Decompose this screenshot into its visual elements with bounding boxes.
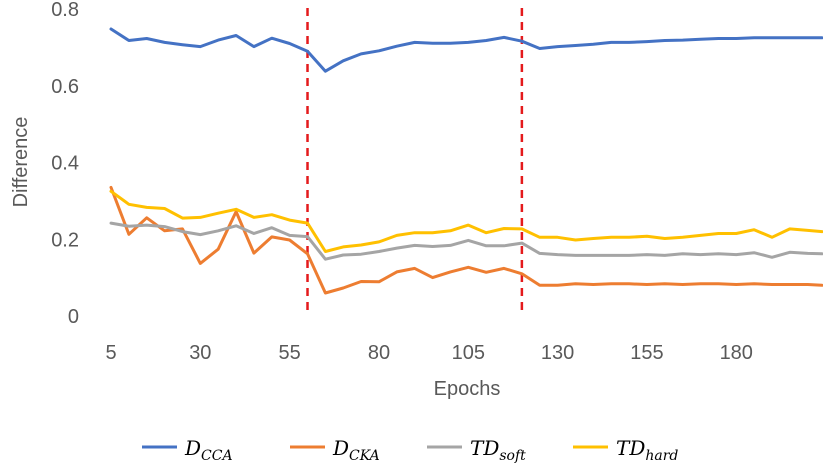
legend: DCCA DCKA TDsoft TDhard: [142, 436, 678, 464]
legend-label-main: D: [332, 436, 349, 460]
series-line-d-cca: [109, 27, 823, 73]
legend-label: TDhard: [616, 436, 678, 464]
legend-label-main: D: [184, 436, 201, 460]
vertical-markers: [306, 8, 524, 316]
x-tick-label: 5: [105, 342, 116, 364]
x-tick-label: 55: [279, 342, 301, 364]
x-tick-label: 155: [630, 342, 663, 364]
series-lines: [109, 27, 823, 295]
legend-label-main: TD: [470, 436, 499, 460]
y-tick-label: 0: [68, 306, 79, 328]
legend-label: TDsoft: [470, 436, 526, 464]
y-tick-label: 0.8: [51, 0, 79, 21]
x-tick-label: 80: [368, 342, 390, 364]
y-axis-title: Difference: [10, 117, 32, 208]
legend-label-sub: soft: [499, 448, 526, 464]
legend-label: DCCA: [184, 436, 233, 464]
x-axis-ticks: 5 30 55 80 105 130 155 180: [105, 342, 753, 364]
x-axis-title: Epochs: [434, 378, 501, 400]
legend-label-sub: CKA: [349, 448, 380, 464]
legend-label-sub: hard: [645, 448, 678, 464]
x-tick-label: 130: [541, 342, 574, 364]
legend-label: DCKA: [332, 436, 380, 464]
legend-label-sub: CCA: [201, 448, 233, 464]
x-tick-label: 105: [452, 342, 485, 364]
series-line-td-soft: [109, 221, 823, 261]
y-tick-label: 0.6: [51, 76, 79, 98]
series-line-td-hard: [109, 189, 823, 253]
y-tick-label: 0.4: [51, 153, 79, 175]
x-tick-label: 30: [189, 342, 211, 364]
x-tick-label: 180: [720, 342, 753, 364]
y-axis-ticks: 0 0.2 0.4 0.6 0.8: [51, 0, 79, 328]
legend-label-main: TD: [616, 436, 645, 460]
series-line-d-cka: [109, 185, 823, 295]
y-tick-label: 0.2: [51, 229, 79, 251]
